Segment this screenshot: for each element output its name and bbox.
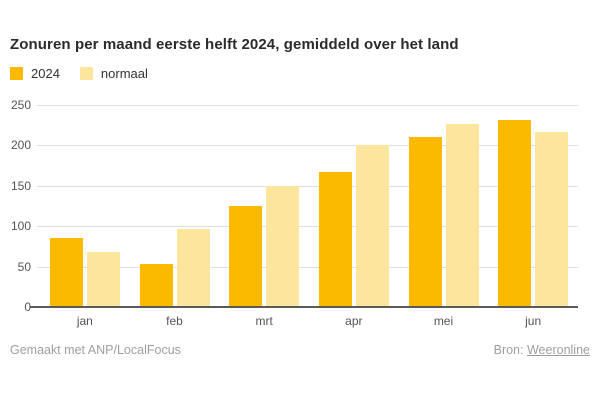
plot-area [37,105,578,307]
legend-item-normaal: normaal [79,66,148,81]
footer-credit: Gemaakt met ANP/LocalFocus [10,343,181,357]
x-axis-label-apr: apr [345,314,363,328]
x-axis-label-jan: jan [76,314,93,328]
gridline-150 [37,185,578,187]
y-axis-tick-200: 200 [10,138,31,153]
bar-mrt-normaal [266,185,300,307]
bar-jun-2024 [498,120,532,307]
bar-apr-2024 [318,172,352,307]
footer-source: Bron: Weeronline [494,343,590,357]
legend-label-2024: 2024 [31,66,60,81]
footer-source-label: Bron: [493,343,524,357]
x-axis-label-mei: mei [433,314,454,328]
x-axis-label-feb: feb [166,314,183,328]
gridline-200 [37,145,578,147]
bar-feb-2024 [139,264,173,307]
y-axis-tick-0: 0 [24,300,31,314]
chart-title: Zonuren per maand eerste helft 2024, gem… [10,36,459,53]
bar-mrt-2024 [229,206,263,307]
legend-item-2024: 2024 [10,66,60,81]
y-axis-tick-100: 100 [10,219,31,234]
bar-jan-2024 [49,237,83,307]
footer-source-link[interactable]: Weeronline [526,343,590,357]
x-axis-label-jun: jun [525,314,542,328]
legend-label-normaal: normaal [100,66,148,81]
gridline-50 [37,266,578,268]
footer: Gemaakt met ANP/LocalFocus Bron: Weeronl… [10,343,590,357]
bar-mei-2024 [408,136,442,307]
y-axis-tick-250: 250 [10,98,31,112]
legend-swatch-2024 [10,67,23,80]
y-axis-tick-50: 50 [17,259,31,274]
y-axis-tick-150: 150 [10,178,31,193]
bar-apr-normaal [355,144,389,307]
x-axis-line [30,306,578,308]
gridline-100 [37,226,578,228]
legend-swatch-normaal [79,67,93,80]
bar-jun-normaal [535,132,569,307]
bar-mei-normaal [445,124,479,307]
bar-jan-normaal [86,252,120,307]
bar-feb-normaal [176,228,210,307]
gridline-250 [37,105,578,106]
legend: 2024 normaal [10,66,148,81]
x-axis-label-mrt: mrt [255,314,273,328]
